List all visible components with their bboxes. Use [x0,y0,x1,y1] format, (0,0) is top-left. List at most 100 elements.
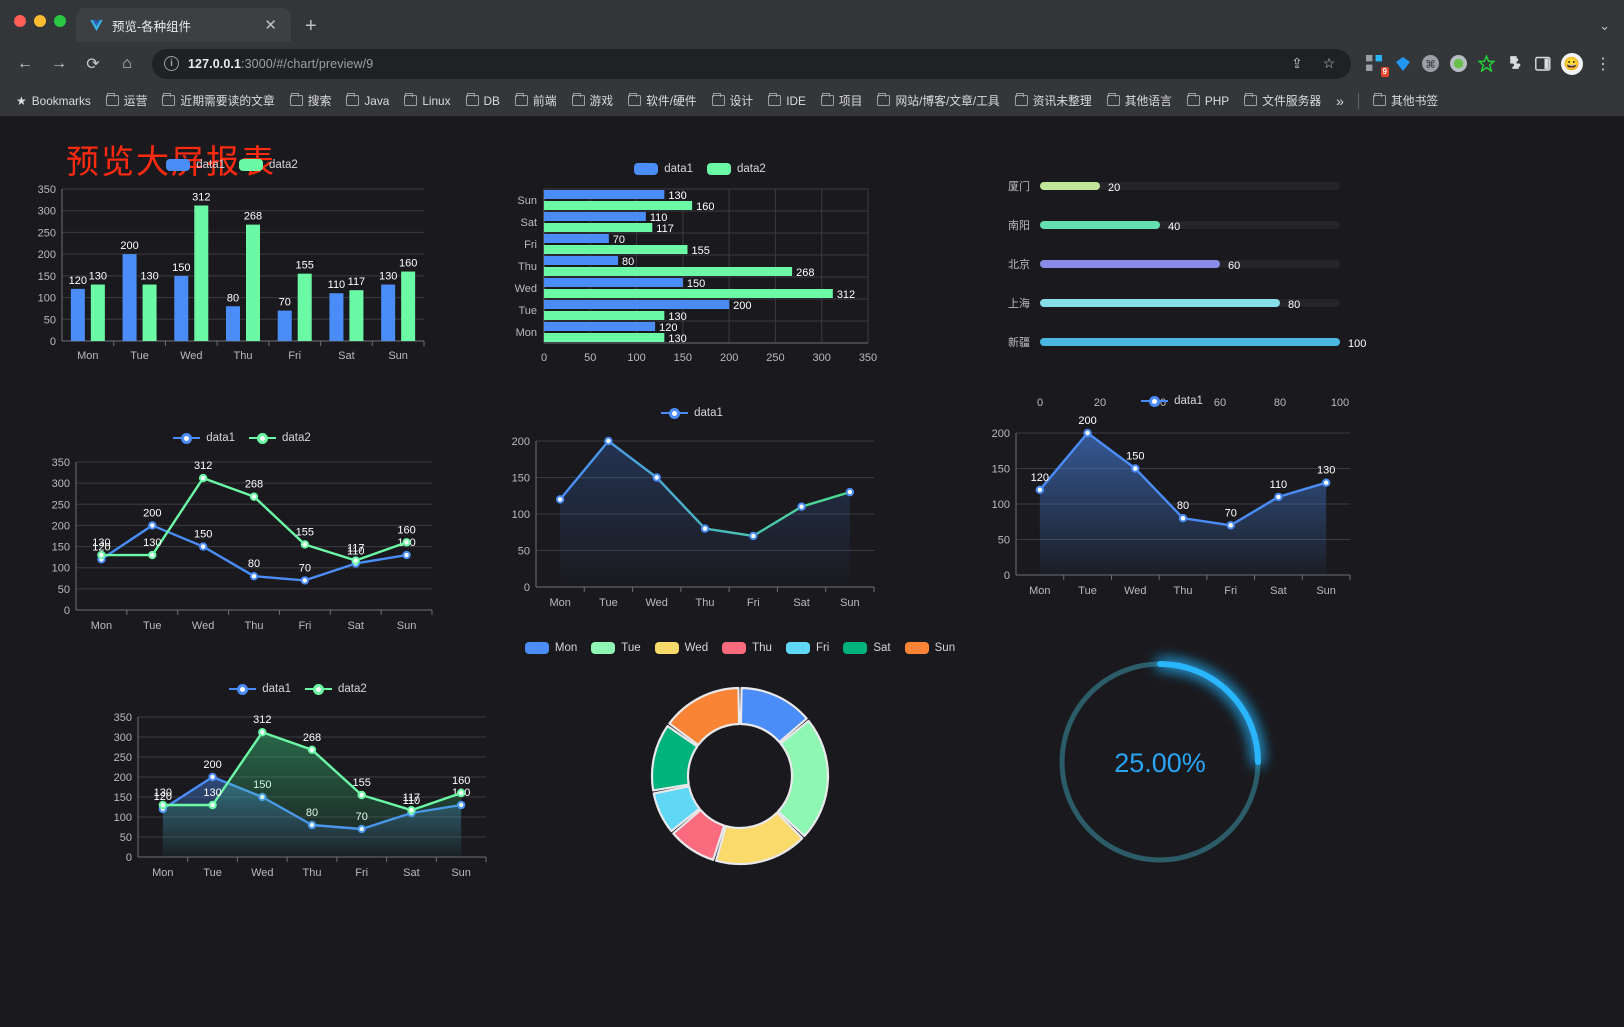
forward-button[interactable]: → [51,54,67,72]
tabstrip-menu-icon[interactable]: ⌄ [1599,18,1610,33]
folder-icon [768,93,782,106]
svg-text:150: 150 [114,792,132,804]
bookmark-star-icon[interactable]: ☆ [1322,55,1336,71]
legend-item-Wed[interactable]: Wed [654,642,708,654]
svg-text:200: 200 [512,436,530,448]
bookmarks-overflow-button[interactable]: » [1336,92,1344,109]
other-bookmarks-item[interactable]: 其他书签 [1367,89,1444,112]
bookmark-folder-3[interactable]: Java [340,91,395,111]
bookmark-folder-15[interactable]: PHP [1181,91,1235,111]
legend-item-Mon[interactable]: Mon [524,642,577,654]
svg-text:200: 200 [38,249,56,261]
legend-item-data1[interactable]: data1 [1141,395,1203,407]
legend-item-data1[interactable]: data1 [229,683,291,695]
bookmark-folder-1[interactable]: 近期需要读的文章 [156,89,280,112]
legend-swatch-icon [843,642,868,654]
bookmark-folder-4[interactable]: Linux [398,91,456,111]
site-info-icon[interactable]: i [164,56,179,71]
bookmark-folder-7[interactable]: 游戏 [566,89,620,112]
maximize-window-button[interactable] [54,15,66,27]
bookmark-folder-14[interactable]: 其他语言 [1101,89,1178,112]
svg-text:50: 50 [58,584,70,596]
svg-text:Sun: Sun [840,597,860,609]
svg-text:Mon: Mon [549,597,570,609]
legend-item-Fri[interactable]: Fri [785,642,829,654]
legend-line-icon [249,432,276,444]
svg-text:150: 150 [1126,451,1144,463]
legend-item-data2[interactable]: data2 [249,432,311,444]
svg-text:155: 155 [296,526,314,538]
minimize-window-button[interactable] [34,15,46,27]
chart-bar-vertical: data1 data2 0 50 100 150 200 250 300 350 Mon 120 13… [22,159,442,391]
diamond-icon[interactable] [1393,54,1412,73]
bookmark-folder-9[interactable]: 设计 [706,89,760,112]
svg-text:117: 117 [348,276,366,288]
home-button[interactable]: ⌂ [122,54,132,72]
share-icon[interactable]: ⇪ [1291,55,1303,71]
grid-blue-icon[interactable]: 9 [1365,54,1389,77]
bookmark-folder-5[interactable]: DB [460,91,506,111]
bookmark-label: 搜索 [307,94,332,108]
legend-label: data1 [1174,395,1203,407]
svg-text:0: 0 [1037,397,1043,409]
address-bar[interactable]: i 127.0.0.1:3000/#/chart/preview/9 ⇪ ☆ [152,48,1351,79]
profile-avatar[interactable]: 😀 [1561,52,1583,75]
window-controls[interactable] [10,0,76,42]
bookmark-folder-11[interactable]: 项目 [815,89,869,112]
browser-tab[interactable]: 预览-各种组件 ✕ [76,8,291,42]
legend-item-Tue[interactable]: Tue [591,642,641,654]
reload-button[interactable]: ⟳ [86,55,100,73]
svg-text:50: 50 [518,546,530,558]
bookmark-label: DB [483,93,500,108]
close-window-button[interactable] [14,15,26,27]
svg-text:Mon: Mon [1029,585,1050,597]
bookmark-folder-2[interactable]: 搜索 [284,89,338,112]
svg-text:160: 160 [696,201,714,213]
legend-item-data2[interactable]: data2 [305,683,367,695]
bookmark-folder-0[interactable]: 运营 [100,89,154,112]
puzzle-icon[interactable] [1505,54,1524,73]
close-tab-button[interactable]: ✕ [264,16,277,34]
sidepanel-icon[interactable] [1533,54,1552,73]
legend-label: data1 [196,159,225,171]
legend-item-data1[interactable]: data1 [661,407,723,419]
bookmark-folder-12[interactable]: 网站/博客/文章/工具 [871,89,1005,112]
legend-item-Sun[interactable]: Sun [904,642,955,654]
legend-label: Thu [752,642,772,654]
browser-menu-icon[interactable]: ⋮ [1595,55,1611,73]
bookmark-folder-10[interactable]: IDE [762,91,812,111]
green-star-icon[interactable] [1477,54,1496,73]
bookmark-folder-13[interactable]: 资讯未整理 [1009,89,1098,112]
svg-text:20: 20 [1108,182,1120,194]
legend-item-data2[interactable]: data2 [239,159,298,171]
bookmark-folder-16[interactable]: 文件服务器 [1238,89,1327,112]
bookmark-label: 设计 [729,94,754,108]
new-tab-button[interactable]: + [305,15,317,37]
svg-text:Wed: Wed [180,350,202,362]
bookmark-label: 项目 [838,94,863,108]
bookmark-folder-6[interactable]: 前端 [509,89,563,112]
legend-label: data2 [737,163,766,175]
svg-text:155: 155 [296,260,314,272]
legend-item-data1[interactable]: data1 [634,163,693,175]
legend-item-Thu[interactable]: Thu [722,642,772,654]
back-button[interactable]: ← [17,54,33,72]
legend-item-data1[interactable]: data1 [173,432,235,444]
svg-text:150: 150 [674,352,692,364]
bookmarks-root-item[interactable]: ★ Bookmarks [10,91,97,111]
svg-text:40: 40 [1168,221,1180,233]
command-circle-icon[interactable]: ⌘ [1421,54,1440,73]
legend-item-Sat[interactable]: Sat [843,642,891,654]
svg-text:150: 150 [172,262,190,274]
bookmark-label: 网站/博客/文章/工具 [895,94,1000,108]
svg-text:250: 250 [114,752,132,764]
legend-item-data1[interactable]: data1 [166,159,225,171]
green-circle-icon[interactable] [1449,54,1468,73]
tab-title: 预览-各种组件 [112,19,192,34]
svg-text:300: 300 [38,206,56,218]
svg-text:南阳: 南阳 [1008,219,1030,232]
legend-item-data2[interactable]: data2 [707,163,766,175]
svg-text:20: 20 [1094,397,1106,409]
bookmark-folder-8[interactable]: 软件/硬件 [622,89,702,112]
